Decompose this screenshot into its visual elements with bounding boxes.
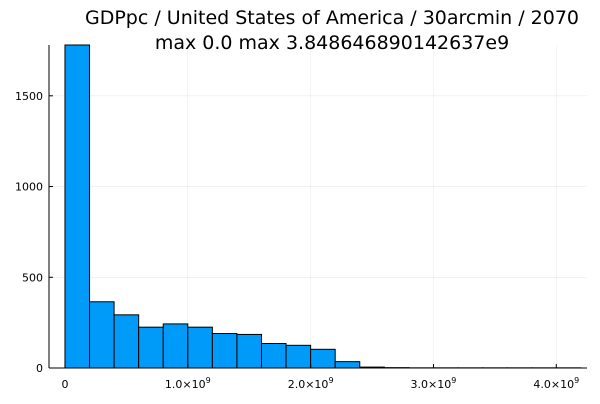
y-tick-label: 1000 xyxy=(15,181,43,194)
chart-title: GDPpc / United States of America / 30arc… xyxy=(85,7,579,29)
histogram-bar xyxy=(261,344,286,368)
histogram-bar xyxy=(286,345,311,368)
histogram-bar xyxy=(65,45,90,368)
histogram-bar xyxy=(114,315,139,368)
x-tick-label: 0 xyxy=(61,378,68,391)
histogram-bar xyxy=(188,327,213,368)
y-tick-label: 0 xyxy=(36,362,43,375)
histogram-bar xyxy=(212,334,237,368)
histogram-bar xyxy=(163,324,188,368)
chart-subtitle: max 0.0 max 3.848646890142637e9 xyxy=(155,32,509,54)
x-tick-label: 1.0×109 xyxy=(165,376,211,391)
x-tick-label: 4.0×109 xyxy=(533,376,579,391)
histogram-bar xyxy=(335,362,360,368)
x-tick-label: 3.0×109 xyxy=(411,376,457,391)
histogram-bar xyxy=(139,327,164,368)
histogram-bar xyxy=(311,349,336,368)
x-tick-labels: 0 1.0×109 2.0×109 3.0×109 4.0×109 xyxy=(61,376,579,391)
y-tick-labels: 0 500 1000 1500 xyxy=(15,90,43,375)
y-tick-label: 1500 xyxy=(15,90,43,103)
x-tick-label: 2.0×109 xyxy=(288,376,334,391)
histogram-bars xyxy=(65,45,581,368)
histogram-bar xyxy=(90,302,115,368)
histogram-bar xyxy=(237,334,262,368)
y-tick-label: 500 xyxy=(22,271,43,284)
